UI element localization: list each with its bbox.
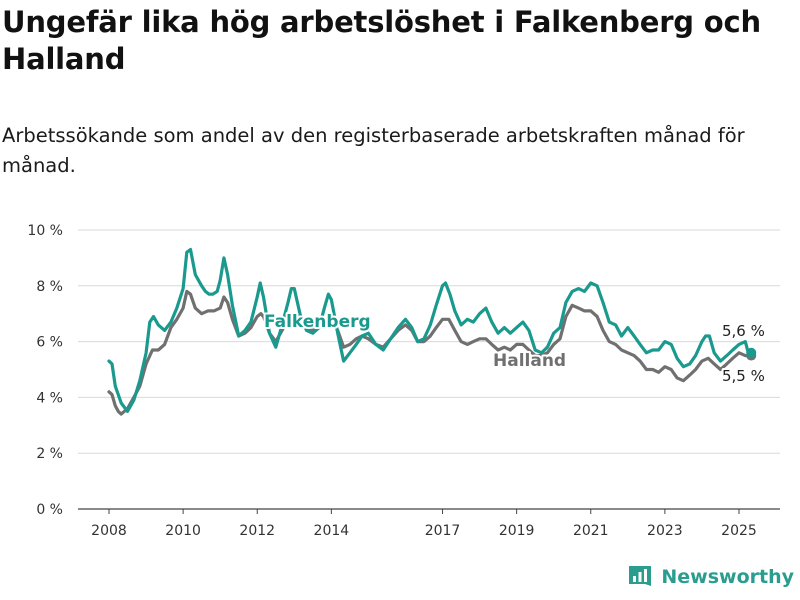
bar-chart-logo-icon <box>629 566 652 586</box>
brand-logo: Newsworthy <box>627 564 794 590</box>
series-label-falkenberg: Falkenberg <box>264 312 371 332</box>
x-tick-label: 2014 <box>314 523 350 539</box>
page-subtitle: Arbetssökande som andel av den registerb… <box>2 124 745 177</box>
brand-name: Newsworthy <box>661 566 794 588</box>
end-label-falkenberg: 5,6 % <box>722 322 765 340</box>
x-axis-ticks: 2008 2010 2012 2014 2017 2019 2021 2023 2025 <box>91 509 757 539</box>
page-title: Ungefär lika hög arbetslöshet i Falkenbe… <box>2 5 761 76</box>
end-point-falkenberg <box>746 347 757 358</box>
x-tick-label: 2021 <box>573 523 609 539</box>
x-tick-label: 2008 <box>91 523 127 539</box>
x-tick-label: 2012 <box>239 523 275 539</box>
x-tick-label: 2010 <box>165 523 201 539</box>
series-label-halland: Halland <box>493 351 566 371</box>
x-tick-label: 2025 <box>721 523 757 539</box>
x-tick-label: 2017 <box>425 523 461 539</box>
y-tick-label: 2 % <box>36 446 63 462</box>
y-tick-label: 10 % <box>27 223 63 239</box>
x-tick-label: 2019 <box>499 523 535 539</box>
y-tick-label: 4 % <box>36 390 63 406</box>
y-tick-label: 6 % <box>36 335 63 351</box>
y-tick-label: 8 % <box>36 279 63 295</box>
y-axis-ticks: 0 % 2 % 4 % 6 % 8 % 10 % <box>27 223 63 518</box>
series-labels: Falkenberg Halland 5,6 % 5,5 % <box>262 310 767 387</box>
y-tick-label: 0 % <box>36 502 63 518</box>
series-line-falkenberg <box>107 247 753 413</box>
series-lines <box>107 247 757 416</box>
x-tick-label: 2023 <box>647 523 683 539</box>
end-label-halland: 5,5 % <box>722 367 765 385</box>
series-line-halland <box>107 289 753 416</box>
